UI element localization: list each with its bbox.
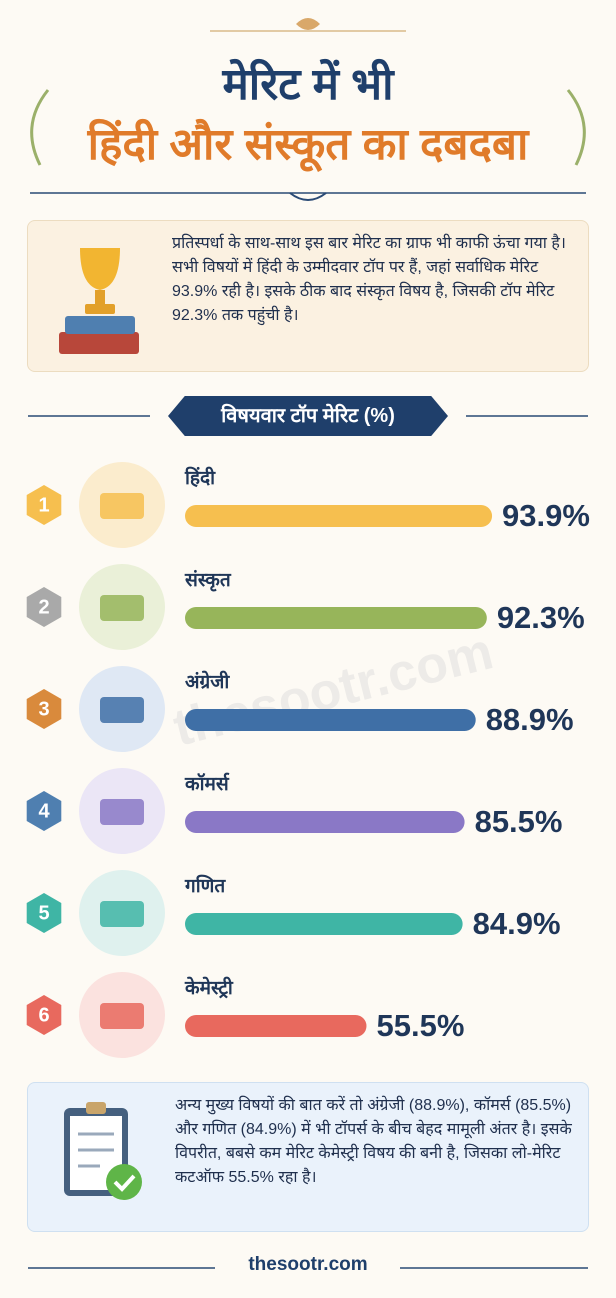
laurel (30, 89, 50, 166)
category-label: गणित (184, 874, 226, 897)
subject-icon (100, 493, 144, 519)
intro-text: प्रतिस्पर्धा के साथ-साथ इस बार मेरिट का … (172, 235, 566, 324)
value-label: 55.5% (376, 1008, 464, 1043)
title: मेरिट में भी (222, 60, 394, 109)
footer-site: thesootr.com (248, 1254, 368, 1275)
rank-badge (26, 995, 62, 1035)
rank-label: 3 (38, 698, 49, 720)
value-label: 84.9% (473, 906, 561, 941)
subject-icon (100, 595, 144, 621)
checklist-icon (64, 1102, 142, 1200)
title: हिंदी और संस्कूत का दबदबा (87, 120, 529, 169)
subject-icon (100, 799, 144, 825)
rank-badge (26, 587, 62, 627)
rank-badge (26, 485, 62, 525)
ornament (296, 18, 320, 30)
rank-label: 4 (38, 800, 50, 822)
chart: 1 हिंदी 93.9% 2 संस्कृत 92.3% 3 अंग्रेजी 88.9% 4 क… (26, 462, 590, 1058)
rank-badge (26, 893, 62, 933)
rank-label: 6 (38, 1004, 49, 1026)
bar (185, 709, 476, 731)
bar (185, 811, 465, 833)
rank-label: 5 (38, 902, 49, 924)
subject-icon (100, 697, 144, 723)
rank-label: 1 (38, 494, 49, 516)
rank-label: 2 (38, 596, 49, 618)
value-label: 88.9% (486, 702, 574, 737)
subject-icon (100, 1003, 144, 1029)
bar (185, 1015, 367, 1037)
bar (185, 913, 463, 935)
outro-text: अन्य मुख्य विषयों की बात करें तो अंग्रेज… (175, 1097, 572, 1186)
bar (185, 607, 487, 629)
rank-badge (26, 791, 62, 831)
category-label: हिंदी (184, 466, 216, 489)
category-label: अंग्रेजी (185, 670, 230, 693)
trophy-icon (59, 248, 139, 354)
rank-badge (26, 689, 62, 729)
category-label: केमेस्ट्री (184, 976, 234, 999)
subject-icon (100, 901, 144, 927)
category-label: संस्कृत (184, 569, 232, 592)
value-label: 85.5% (475, 804, 563, 839)
value-label: 93.9% (502, 498, 590, 533)
chart-title: विषयवार टॉप मेरिट (%) (168, 396, 448, 436)
laurel (566, 89, 586, 166)
value-label: 92.3% (497, 600, 585, 635)
bar (185, 505, 493, 527)
category-label: कॉमर्स (184, 772, 230, 795)
ornament (289, 192, 327, 201)
